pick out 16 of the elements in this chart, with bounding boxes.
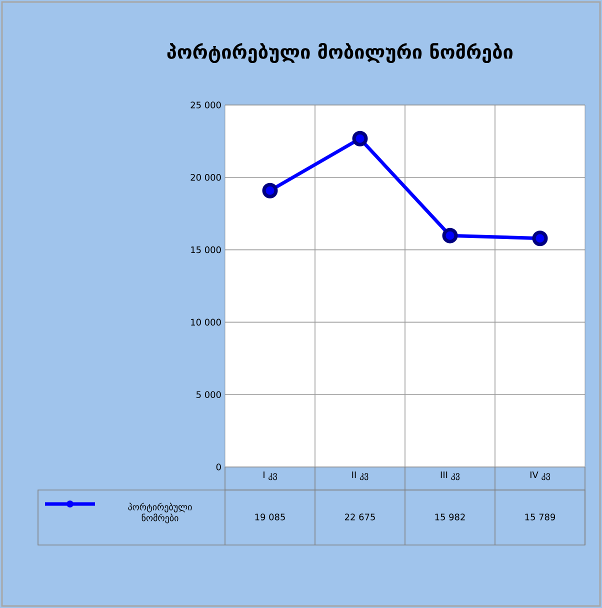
chart-title: პორტირებული მობილური ნომრები bbox=[167, 42, 512, 64]
x-tick-label: III კვ bbox=[440, 472, 460, 480]
y-tick-label: 20 000 bbox=[190, 174, 221, 181]
text: პორტირებული ნომრები bbox=[128, 502, 192, 524]
x-tick-label: II კვ bbox=[352, 472, 368, 480]
y-tick-label: 0 bbox=[216, 464, 221, 470]
x-tick-label: IV კვ bbox=[530, 472, 550, 480]
data-label: 19 085 bbox=[255, 514, 285, 520]
y-tick-label: 25 000 bbox=[190, 102, 221, 108]
x-tick-label: I კვ bbox=[264, 472, 277, 480]
data-label: 15 789 bbox=[525, 514, 556, 520]
y-tick-label: 15 000 bbox=[191, 246, 221, 254]
y-tick-label: 10 000 bbox=[191, 318, 221, 326]
data-label: 15 982 bbox=[435, 514, 465, 520]
data-label: 22 675 bbox=[344, 514, 375, 520]
y-tick-label: 5 000 bbox=[196, 391, 221, 398]
